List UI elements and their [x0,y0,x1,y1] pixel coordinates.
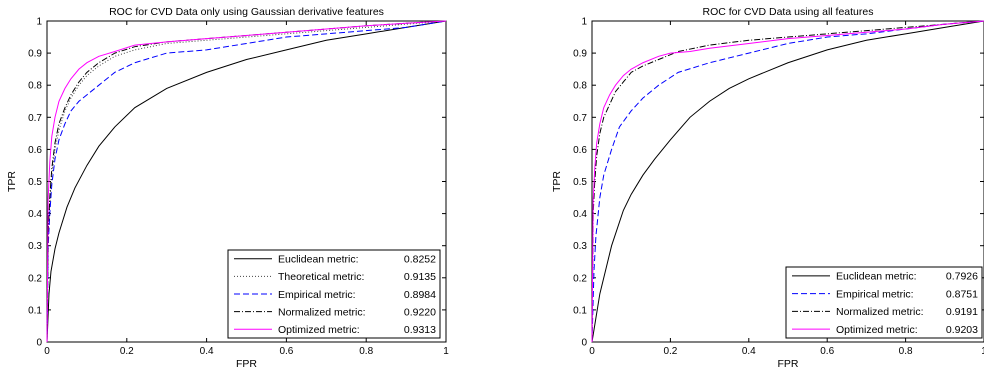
chart-2-legend-auc: 0.8751 [946,288,978,300]
chart-2-x-axis-label: FPR [778,358,799,370]
chart-1-y-axis-label: TPR [6,171,18,192]
chart-2-legend-label: Euclidean metric: [836,271,917,283]
chart-2-legend-label: Normalized metric: [836,306,924,318]
chart-2-y-tick-label: 0.5 [573,177,587,188]
chart-1-legend-auc: 0.9313 [404,324,436,336]
chart-1-y-tick-label: 0.1 [28,305,42,316]
chart-2-x-tick-label: 1 [981,346,984,357]
chart-1-x-tick-label: 0.2 [120,346,134,357]
chart-2-y-tick-label: 0 [581,338,587,349]
chart-2-x-tick-label: 0.4 [742,346,756,357]
chart-2-series-line-1 [591,20,984,343]
chart-1-series-line-1 [46,20,447,343]
chart-2-legend-label: Optimized metric: [836,324,918,336]
chart-2-legend-auc: 0.7926 [946,271,978,283]
chart-1-legend-auc: 0.9220 [404,306,436,318]
chart-2-y-tick-label: 0.1 [573,305,587,316]
chart-2-series-line-3 [591,20,984,343]
chart-1-y-tick-label: 0.2 [28,273,42,284]
chart-1-x-axis-label: FPR [236,358,257,370]
chart-1-y-tick-label: 0.6 [28,145,42,156]
chart-1-legend-label: Optimized metric: [278,324,360,336]
chart-1-legend-label: Empirical metric: [278,289,356,301]
chart-2-y-tick-label: 0.8 [573,81,587,92]
chart-1-x-tick-label: 0 [44,346,50,357]
chart-1-legend-auc: 0.8984 [404,289,436,301]
chart-2-legend-label: Empirical metric: [836,288,914,300]
chart-1-x-tick-label: 0.6 [279,346,293,357]
chart-2-x-tick-label: 0.2 [663,346,677,357]
chart-2-y-tick-label: 1 [581,17,587,28]
chart-1-title: ROC for CVD Data only using Gaussian der… [109,6,384,18]
chart-1-y-tick-label: 0 [36,338,42,349]
right-chart: ROC for CVD Data using all features 0 0.2 0… [551,6,984,370]
chart-1-y-tick-label: 0.4 [28,209,42,220]
chart-2-legend-auc: 0.9203 [946,324,978,336]
chart-2-legend-auc: 0.9191 [946,306,978,318]
chart-1-y-tick-label: 0.5 [28,177,42,188]
chart-2-x-tick-label: 0.8 [899,346,913,357]
chart-2-y-tick-label: 0.2 [573,273,587,284]
chart-1-x-tick-label: 1 [443,346,449,357]
chart-2-y-tick-label: 0.3 [573,241,587,252]
chart-1-y-tick-label: 0.3 [28,241,42,252]
chart-2-y-tick-label: 0.7 [573,113,587,124]
chart-1-x-tick-label: 0.8 [359,346,373,357]
chart-1-legend-auc: 0.8252 [404,254,436,266]
chart-1-legend-label: Euclidean metric: [278,254,359,266]
chart-1-y-tick-label: 0.8 [28,81,42,92]
chart-2-legend [785,266,983,339]
chart-2-x-tick-label: 0.6 [820,346,834,357]
chart-1-y-tick-label: 1 [36,17,42,28]
chart-2-series-line-4 [591,20,984,343]
chart-1-x-tick-label: 0.4 [200,346,214,357]
chart-2-x-tick-label: 0 [589,346,595,357]
chart-2-y-tick-label: 0.4 [573,209,587,220]
chart-1-series-line-5 [46,20,447,343]
chart-1-legend-auc: 0.9135 [404,271,436,283]
chart-1-y-tick-label: 0.9 [28,49,42,60]
chart-1-legend-label: Theoretical metric: [278,271,364,283]
chart-2-y-axis-label: TPR [551,171,563,192]
chart-2-y-tick-label: 0.9 [573,49,587,60]
left-chart: ROC for CVD Data only using Gaussian der… [6,6,449,370]
chart-2-y-tick-label: 0.6 [573,145,587,156]
chart-2-title: ROC for CVD Data using all features [703,6,874,18]
chart-1-series-line-3 [46,20,447,343]
chart-2-series-line-2 [591,20,984,343]
chart-1-legend-label: Normalized metric: [278,306,366,318]
chart-1-y-tick-label: 0.7 [28,113,42,124]
